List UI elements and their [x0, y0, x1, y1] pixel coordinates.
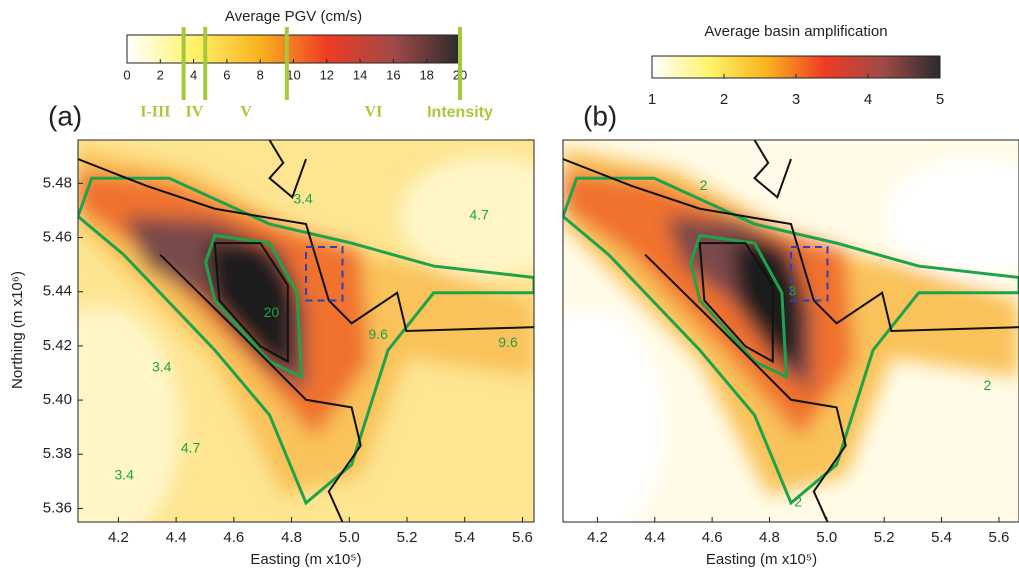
contour-label: 9.6: [498, 334, 518, 350]
colorbar-tick-label: 2: [157, 67, 164, 82]
region-box: [790, 245, 829, 302]
colorbar-tick-label: 6: [223, 67, 230, 82]
colorbar-title: Average basin amplification: [704, 23, 887, 40]
plot-frame: [77, 139, 535, 523]
coastline: [563, 158, 1019, 333]
colorbar-tick-label: 8: [257, 67, 264, 82]
x-tick-label: 5.2: [397, 529, 418, 546]
colorbar-tick-label: 16: [386, 67, 400, 82]
coastline: [213, 242, 289, 364]
colorbar-tick-label: 4: [864, 91, 872, 108]
contour-label: 2: [794, 494, 802, 510]
field-blob: [205, 243, 293, 370]
colorbar-title: Average PGV (cm/s): [225, 8, 362, 25]
coastline: [78, 158, 534, 333]
x-tick-label: 4.2: [587, 529, 608, 546]
intensity-label: IV: [186, 104, 204, 121]
field-light: [398, 156, 534, 277]
x-axis-label: Easting (m x10⁵): [706, 551, 817, 568]
intensity-label: VI: [365, 104, 383, 121]
coastline: [698, 242, 774, 364]
colorbar: [126, 34, 461, 64]
field-blobs: [78, 147, 534, 522]
field-light: [563, 306, 666, 522]
heatmap-field: 2 2 2 3: [563, 140, 1019, 522]
coastline: [268, 140, 307, 199]
y-tick-label: 5.38: [43, 445, 72, 462]
region-box: [305, 245, 344, 302]
y-tick-label: 5.40: [43, 391, 72, 408]
colorbar-tick-label: 2: [720, 91, 728, 108]
x-tick-label: 4.8: [759, 529, 780, 546]
field-light: [883, 156, 1019, 277]
contour-label: 9.6: [368, 326, 388, 342]
y-tick-label: 5.44: [43, 283, 72, 300]
x-tick-label: 5.0: [339, 529, 360, 546]
contour-line: [563, 176, 1019, 506]
coastline: [753, 140, 792, 199]
x-tick-label: 4.2: [108, 529, 129, 546]
x-tick-label: 4.6: [702, 529, 723, 546]
contour-line: [204, 233, 304, 380]
colorbar-tick-label: 5: [936, 91, 944, 108]
panel-label: (b): [583, 100, 617, 131]
colorbar-tick-label: 1: [648, 91, 656, 108]
coastline: [159, 253, 362, 522]
contour-line: [78, 176, 534, 506]
intensity-title: Intensity: [427, 104, 493, 121]
contour-label: 2: [700, 177, 708, 193]
x-axis-label: Easting (m x10⁵): [250, 551, 361, 568]
y-tick-label: 5.36: [43, 499, 72, 516]
y-tick-label: 5.46: [43, 229, 72, 246]
x-tick-label: 5.6: [512, 529, 533, 546]
x-tick-label: 4.4: [166, 529, 187, 546]
contour-label: 20: [264, 304, 280, 320]
coastline: [644, 253, 847, 522]
contour-label: 3.4: [293, 190, 313, 206]
contour-label: 3.4: [152, 358, 172, 374]
colorbar-tick-label: 3: [792, 91, 800, 108]
contour-label: 3.4: [114, 467, 134, 483]
intensity-label: V: [240, 104, 252, 121]
y-tick-label: 5.48: [43, 174, 72, 191]
colorbar-tick-label: 12: [320, 67, 334, 82]
x-tick-label: 5.0: [816, 529, 837, 546]
x-tick-label: 4.6: [223, 529, 244, 546]
x-tick-label: 4.8: [281, 529, 302, 546]
contour-label: 3: [789, 282, 797, 298]
plot-frame: [562, 139, 1019, 523]
contour-line: [689, 233, 789, 380]
heatmap-field: 3.4 3.4 3.4 4.7 4.7 9.6 9.6 20: [78, 140, 534, 522]
contour-label: 2: [984, 377, 992, 393]
x-tick-label: 4.4: [644, 529, 665, 546]
y-tick-label: 5.42: [43, 337, 72, 354]
colorbar-tick-label: 10: [286, 67, 300, 82]
x-tick-label: 5.2: [874, 529, 895, 546]
y-axis-label: Northing (m x10⁶): [9, 271, 26, 389]
panel-label: (a): [48, 100, 82, 131]
colorbar-tick-label: 14: [353, 67, 367, 82]
colorbar-tick-label: 18: [419, 67, 433, 82]
x-tick-label: 5.4: [931, 529, 952, 546]
x-tick-label: 5.4: [454, 529, 475, 546]
field-light: [78, 306, 181, 522]
x-tick-label: 5.6: [988, 529, 1009, 546]
intensity-label: I-III: [140, 104, 170, 121]
colorbar-tick-label: 4: [190, 67, 197, 82]
contour-label: 4.7: [181, 440, 201, 456]
colorbar-tick-label: 0: [123, 67, 130, 82]
contour-label: 4.7: [469, 207, 489, 223]
